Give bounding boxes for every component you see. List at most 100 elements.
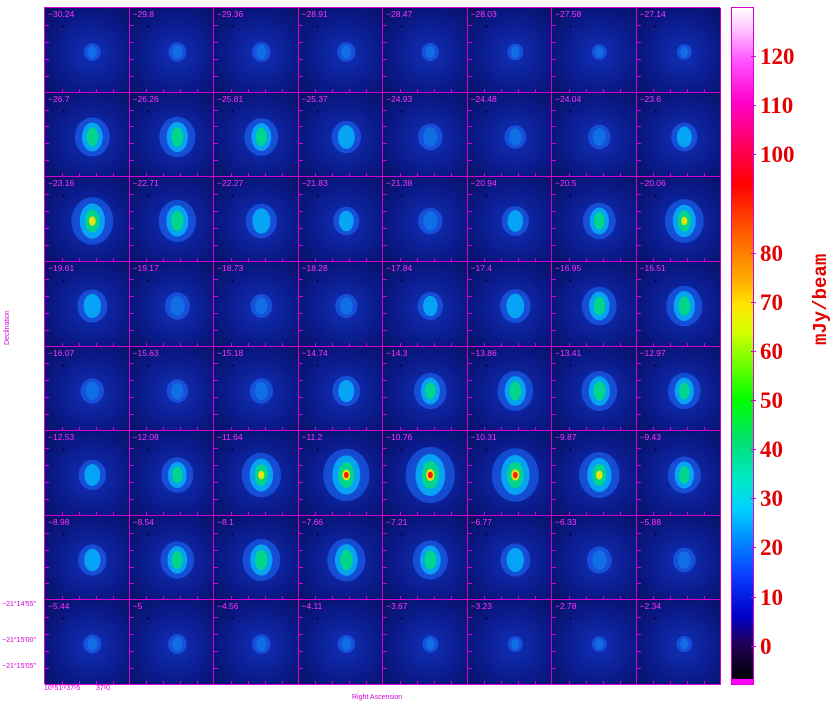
axis-tick <box>467 143 472 145</box>
axis-tick <box>467 109 472 111</box>
axis-tick <box>129 143 134 145</box>
axis-tick <box>602 427 604 431</box>
axis-tick <box>315 342 317 346</box>
axis-tick <box>383 380 387 382</box>
axis-tick <box>704 342 706 346</box>
axis-tick <box>636 481 641 483</box>
axis-tick <box>585 342 587 346</box>
channel-velocity-label: −16.51 <box>639 262 666 273</box>
axis-tick <box>214 58 218 60</box>
axis-tick <box>602 173 604 177</box>
channel-velocity-label: −14.3 <box>386 347 408 358</box>
axis-tick <box>61 342 63 346</box>
axis-tick <box>450 173 452 177</box>
axis-tick <box>129 41 134 43</box>
emission-map <box>147 195 196 243</box>
emission-map <box>231 195 277 239</box>
emission-map <box>654 364 701 409</box>
emission-map <box>316 279 357 318</box>
channel-velocity-label: −25.37 <box>301 93 328 104</box>
channel-velocity-label: −5.88 <box>639 516 662 527</box>
axis-tick <box>467 549 472 551</box>
axis-tick <box>450 596 452 600</box>
axis-tick <box>146 342 148 346</box>
axis-tick <box>568 342 570 346</box>
axis-tick <box>230 427 232 431</box>
axis-tick <box>298 397 303 399</box>
axis-tick <box>349 342 351 346</box>
axis-tick <box>45 380 49 382</box>
axis-tick <box>366 427 368 431</box>
axis-tick <box>704 173 706 177</box>
channel-velocity-label: −30.24 <box>48 9 75 19</box>
axis-tick <box>433 173 435 177</box>
channel-panel: −19.61 <box>45 261 130 347</box>
axis-tick <box>501 596 503 600</box>
axis-tick <box>687 681 689 685</box>
axis-tick <box>146 173 148 177</box>
axis-tick <box>214 566 218 568</box>
channel-panel: −22.71 <box>129 177 214 262</box>
axis-tick <box>467 295 472 297</box>
axis-tick <box>45 278 49 280</box>
axis-tick <box>129 75 134 77</box>
axis-tick <box>467 668 472 670</box>
channel-panel: −28.91 <box>298 8 383 93</box>
emission-map <box>231 25 271 62</box>
emission-map <box>316 195 359 236</box>
axis-tick <box>585 88 587 92</box>
axis-tick <box>399 511 401 515</box>
axis-tick <box>129 363 134 365</box>
channel-panel: −6.33 <box>552 515 637 601</box>
channel-velocity-label: −14.74 <box>301 347 328 358</box>
axis-tick <box>484 342 486 346</box>
axis-tick <box>552 24 556 26</box>
x-axis-label: Right Ascension <box>352 694 403 701</box>
axis-tick <box>467 380 472 382</box>
axis-tick <box>349 88 351 92</box>
channel-velocity-label: −22.27 <box>217 178 244 189</box>
axis-tick <box>552 244 556 246</box>
axis-tick <box>298 329 303 331</box>
axis-tick <box>197 88 199 92</box>
axis-tick <box>433 342 435 346</box>
axis-tick <box>112 257 114 261</box>
axis-tick <box>687 511 689 515</box>
channel-velocity-label: −17.4 <box>470 262 493 273</box>
axis-tick <box>214 75 218 77</box>
emission-map <box>147 364 188 403</box>
axis-tick <box>180 257 182 261</box>
axis-tick <box>619 427 621 431</box>
axis-tick <box>535 173 537 177</box>
colorbar-tick-label: 20 <box>760 535 783 561</box>
axis-tick <box>467 160 472 162</box>
axis-tick <box>197 511 199 515</box>
emission-map <box>654 449 701 494</box>
axis-tick <box>653 596 655 600</box>
channel-panel: −13.41 <box>552 346 637 432</box>
axis-tick <box>332 596 334 600</box>
axis-tick <box>129 109 134 111</box>
axis-tick <box>416 511 418 515</box>
axis-tick <box>636 244 641 246</box>
emission-map <box>62 533 107 576</box>
axis-tick <box>298 498 303 500</box>
emission-map <box>400 533 448 580</box>
emission-map <box>654 533 696 573</box>
axis-tick <box>501 342 503 346</box>
channel-velocity-label: −19.17 <box>132 262 159 273</box>
channel-panel: −20.06 <box>636 177 721 262</box>
axis-tick <box>467 583 472 585</box>
axis-tick <box>129 651 134 653</box>
axis-tick <box>636 380 641 382</box>
axis-tick <box>298 380 303 382</box>
axis-tick <box>45 532 49 534</box>
axis-tick <box>636 566 641 568</box>
axis-tick <box>214 380 218 382</box>
axis-tick <box>45 414 49 416</box>
axis-tick <box>670 427 672 431</box>
axis-tick <box>450 88 452 92</box>
axis-tick <box>467 126 472 128</box>
axis-tick <box>636 58 641 60</box>
axis-tick <box>552 397 556 399</box>
